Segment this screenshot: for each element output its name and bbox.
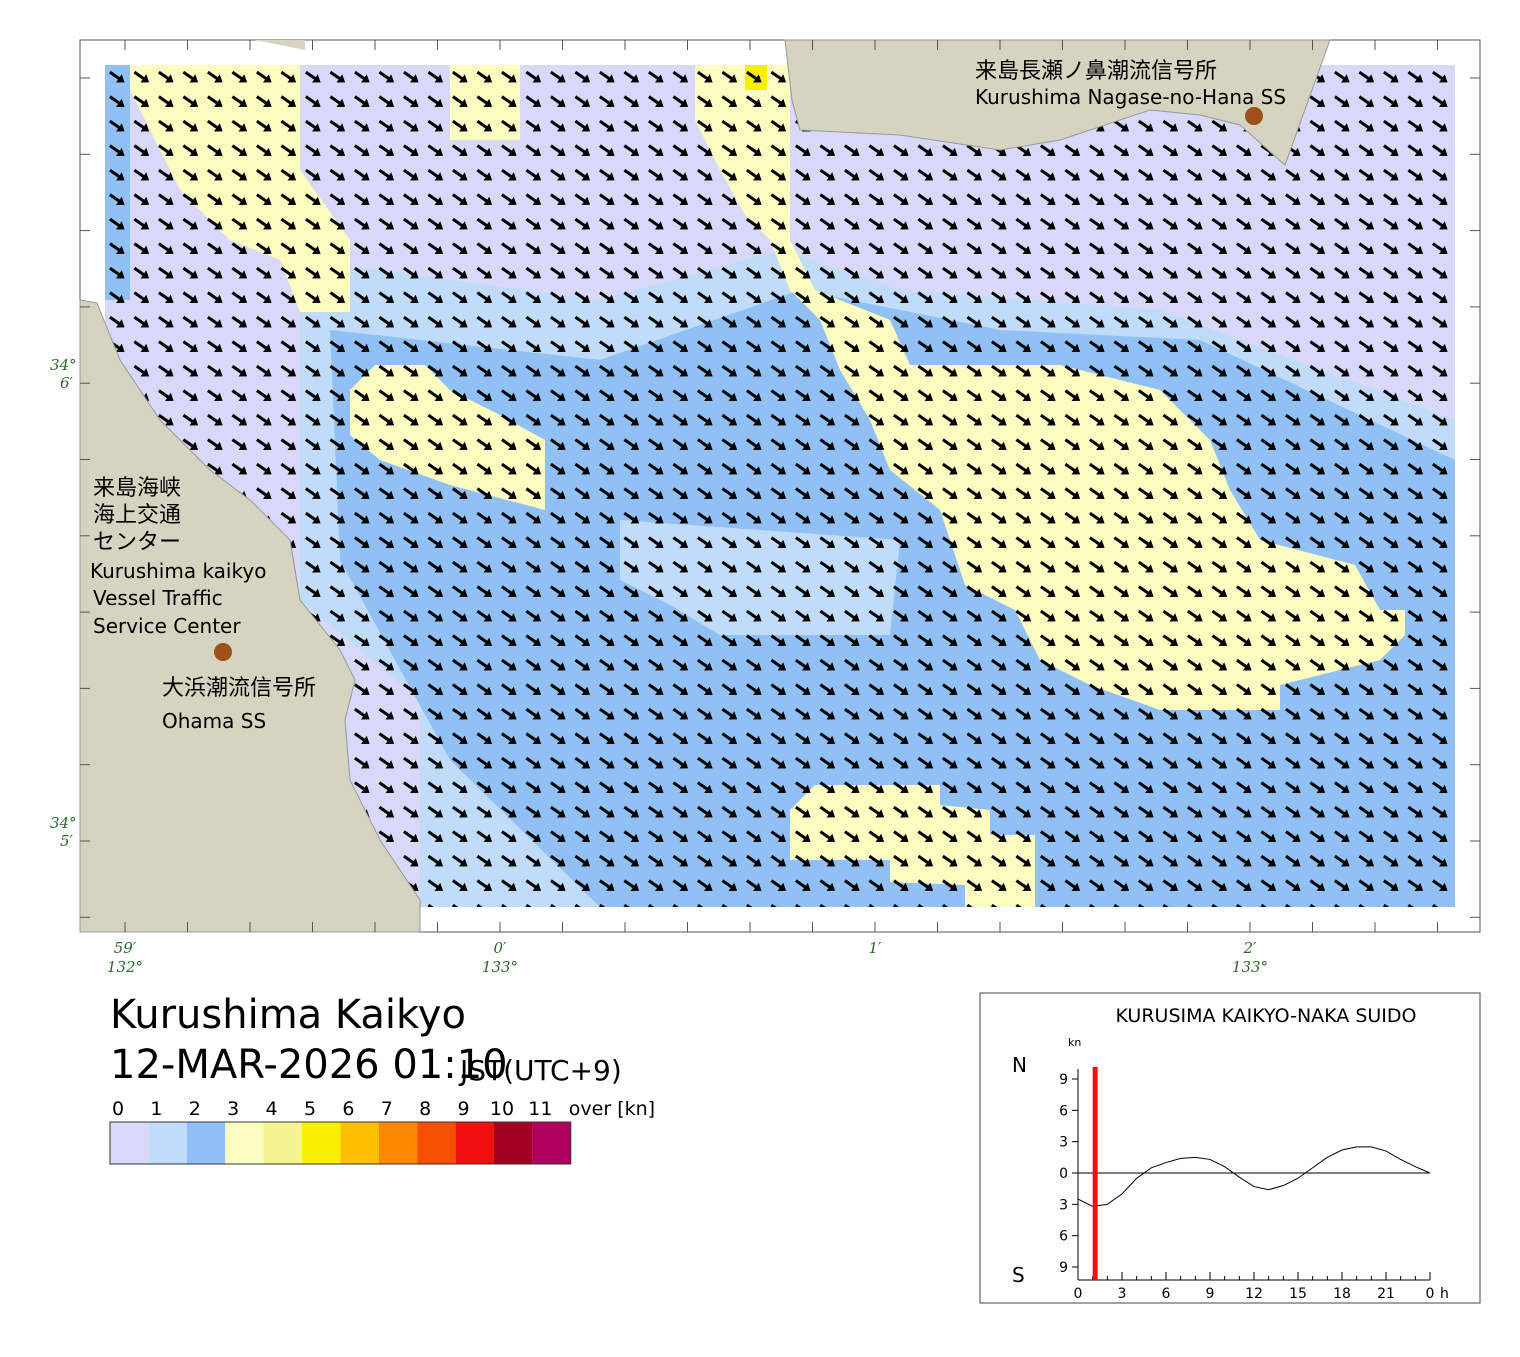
legend: 0 1 2 3 4 5 6 7 8 9 10 11 over [kn] — [109, 1098, 655, 1165]
x-unit: h — [1440, 1286, 1449, 1302]
station-dot — [214, 643, 232, 661]
lat-label: 34° — [50, 356, 77, 374]
x-tick-label: 9 — [1206, 1286, 1215, 1302]
lon-label: 59′ — [114, 939, 137, 957]
legend-swatch — [263, 1122, 302, 1164]
legend-label: 7 — [381, 1098, 393, 1120]
x-tick-label: 0 — [1426, 1286, 1435, 1302]
tide-curve — [1077, 1146, 1431, 1207]
y-tick-label: 3 — [1059, 1197, 1068, 1213]
lat-label: 6′ — [60, 374, 74, 392]
map-ticks: 34°6′34°5′59′132°0′133°1′ 2′133° — [50, 40, 1480, 976]
legend-label: 8 — [419, 1098, 431, 1120]
station-name-en: Ohama SS — [162, 709, 266, 733]
legend-swatch — [494, 1122, 533, 1164]
north-label: N — [1012, 1053, 1027, 1077]
x-tick-label: 18 — [1333, 1286, 1351, 1302]
legend-swatch — [225, 1122, 264, 1164]
y-tick-label: 6 — [1059, 1229, 1068, 1245]
vts-name-en: Vessel Traffic — [93, 586, 223, 610]
lat-label: 5′ — [60, 832, 74, 850]
land — [79, 299, 421, 933]
legend-label: 3 — [227, 1098, 239, 1120]
lon-label: 133° — [1232, 958, 1268, 976]
timezone: JST(UTC+9) — [458, 1054, 622, 1087]
tide-chart: KURUSIMA KAIKYO-NAKA SUIDO kn N S 9 6 3 0 3 6… — [979, 992, 1481, 1304]
map: 来島長瀬ノ鼻潮流信号所 Kurushima Nagase-no-Hana SS … — [79, 39, 1481, 933]
x-tick-label: 12 — [1245, 1286, 1263, 1302]
station-name-ja: 大浜潮流信号所 — [162, 676, 316, 701]
x-tick-label: 21 — [1377, 1286, 1395, 1302]
legend-label: 1 — [150, 1098, 162, 1120]
chart-title: KURUSIMA KAIKYO-NAKA SUIDO — [1115, 1005, 1416, 1027]
y-tick-label: 6 — [1059, 1103, 1068, 1119]
south-label: S — [1012, 1263, 1025, 1287]
x-tick-label: 0 — [1074, 1286, 1083, 1302]
y-tick-label: 9 — [1059, 1072, 1068, 1088]
legend-swatch — [378, 1122, 418, 1164]
legend-swatch — [148, 1122, 187, 1164]
legend-label: 6 — [342, 1098, 354, 1120]
land — [255, 40, 305, 50]
legend-label: 4 — [266, 1098, 278, 1120]
vts-name-ja: 来島海峡 — [93, 476, 181, 501]
lon-label: 2′ — [1243, 939, 1258, 957]
y-tick-label: 3 — [1059, 1135, 1068, 1151]
lon-label: 1′ — [869, 939, 883, 957]
legend-label: 0 — [112, 1098, 124, 1120]
legend-unit: over [kn] — [569, 1098, 655, 1120]
datetime: 12-MAR-2026 01:10 — [110, 1042, 508, 1088]
legend-label: 5 — [304, 1098, 316, 1120]
title: Kurushima Kaikyo — [110, 992, 466, 1038]
lat-label: 34° — [50, 814, 77, 832]
y-tick-label: 9 — [1059, 1260, 1068, 1276]
land — [784, 39, 1331, 166]
legend-swatch — [110, 1122, 149, 1164]
legend-label: 9 — [458, 1098, 470, 1120]
legend-swatch — [186, 1122, 226, 1164]
vts-name-ja: 海上交通 — [93, 503, 181, 528]
legend-swatch — [532, 1122, 571, 1164]
x-tick-label: 3 — [1118, 1286, 1127, 1302]
legend-frame — [109, 1121, 572, 1165]
station-name-ja: 来島長瀬ノ鼻潮流信号所 — [975, 59, 1217, 84]
x-tick-label: 6 — [1162, 1286, 1171, 1302]
station-dot — [1245, 107, 1263, 125]
legend-swatch — [455, 1122, 494, 1164]
legend-swatch — [302, 1122, 341, 1164]
legend-swatch — [417, 1122, 456, 1164]
lon-label: 133° — [482, 958, 518, 976]
legend-label: 11 — [528, 1098, 552, 1120]
y-unit: kn — [1068, 1036, 1081, 1049]
vts-name-en: Service Center — [93, 614, 241, 638]
lon-label: 132° — [107, 958, 143, 976]
chart-frame — [979, 992, 1481, 1304]
legend-label: 2 — [189, 1098, 201, 1120]
station-name-en: Kurushima Nagase-no-Hana SS — [975, 85, 1286, 109]
x-tick-label: 15 — [1289, 1286, 1307, 1302]
legend-label: 10 — [490, 1098, 514, 1120]
vts-name-en: Kurushima kaikyo — [90, 559, 266, 583]
vts-name-ja: センター — [93, 530, 181, 555]
lon-label: 0′ — [494, 939, 508, 957]
legend-swatch — [340, 1122, 379, 1164]
y-tick-label: 0 — [1059, 1166, 1068, 1182]
